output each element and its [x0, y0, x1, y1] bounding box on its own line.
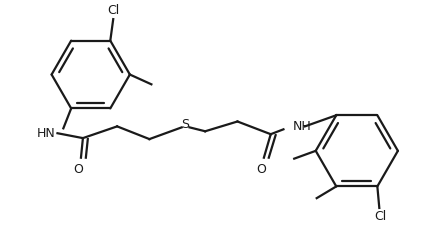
- Text: O: O: [73, 163, 83, 176]
- Text: NH: NH: [293, 120, 311, 133]
- Text: S: S: [181, 118, 189, 131]
- Text: Cl: Cl: [107, 4, 119, 17]
- Text: Cl: Cl: [373, 210, 386, 223]
- Text: O: O: [256, 163, 265, 176]
- Text: HN: HN: [37, 127, 55, 140]
